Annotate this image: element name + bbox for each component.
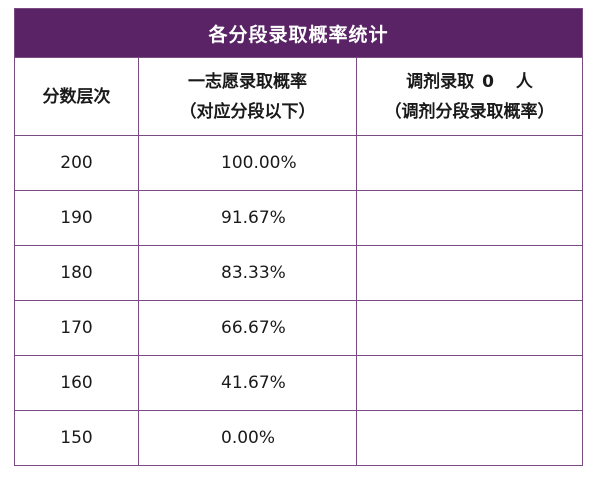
title-row: 各分段录取概率统计 (14, 8, 583, 58)
table-row: 160 41.67% (14, 355, 583, 411)
adjust-cell (356, 300, 583, 356)
rate-cell: 41.67% (138, 355, 357, 411)
adjust-cell (356, 190, 583, 246)
adjust-cell (356, 245, 583, 301)
score-cell: 170 (14, 300, 139, 356)
rate-value: 66.67% (221, 318, 286, 338)
header-adjust-line2: （调剂分段录取概率） (384, 101, 555, 122)
rate-value: 83.33% (221, 263, 286, 283)
rate-cell: 100.00% (138, 135, 357, 191)
rate-cell: 91.67% (138, 190, 357, 246)
score-cell: 150 (14, 410, 139, 466)
header-row: 分数层次 一志愿录取概率 （对应分段以下） 调剂录取 0 人 （调剂分段录取概率） (14, 57, 583, 136)
header-rate-line2: （对应分段以下） (179, 101, 316, 122)
rate-value: 100.00% (221, 153, 297, 173)
score-cell: 180 (14, 245, 139, 301)
table-row: 170 66.67% (14, 300, 583, 356)
table-row: 200 100.00% (14, 135, 583, 191)
table-row: 180 83.33% (14, 245, 583, 301)
adjust-cell (356, 410, 583, 466)
rate-cell: 83.33% (138, 245, 357, 301)
header-rate-line1: 一志愿录取概率 (188, 71, 307, 92)
header-rate: 一志愿录取概率 （对应分段以下） (138, 57, 357, 136)
header-adjust-suffix: 人 (515, 71, 533, 92)
table-row: 190 91.67% (14, 190, 583, 246)
adjust-cell (356, 135, 583, 191)
header-adjust-prefix: 调剂录取 (406, 71, 475, 92)
rate-cell: 0.00% (138, 410, 357, 466)
score-cell: 200 (14, 135, 139, 191)
header-adjust-line1: 调剂录取 0 人 (357, 67, 582, 97)
rate-value: 0.00% (221, 428, 276, 448)
header-adjust: 调剂录取 0 人 （调剂分段录取概率） (356, 57, 583, 136)
adjust-count: 0 (482, 71, 494, 92)
score-cell: 190 (14, 190, 139, 246)
table-row: 150 0.00% (14, 410, 583, 466)
score-cell: 160 (14, 355, 139, 411)
admission-probability-table: 各分段录取概率统计 分数层次 一志愿录取概率 （对应分段以下） 调剂录取 0 人 （… (14, 8, 583, 466)
adjust-cell (356, 355, 583, 411)
rate-value: 41.67% (221, 373, 286, 393)
rate-cell: 66.67% (138, 300, 357, 356)
rate-value: 91.67% (221, 208, 286, 228)
table-title: 各分段录取概率统计 (14, 8, 583, 58)
header-score: 分数层次 (14, 57, 139, 136)
